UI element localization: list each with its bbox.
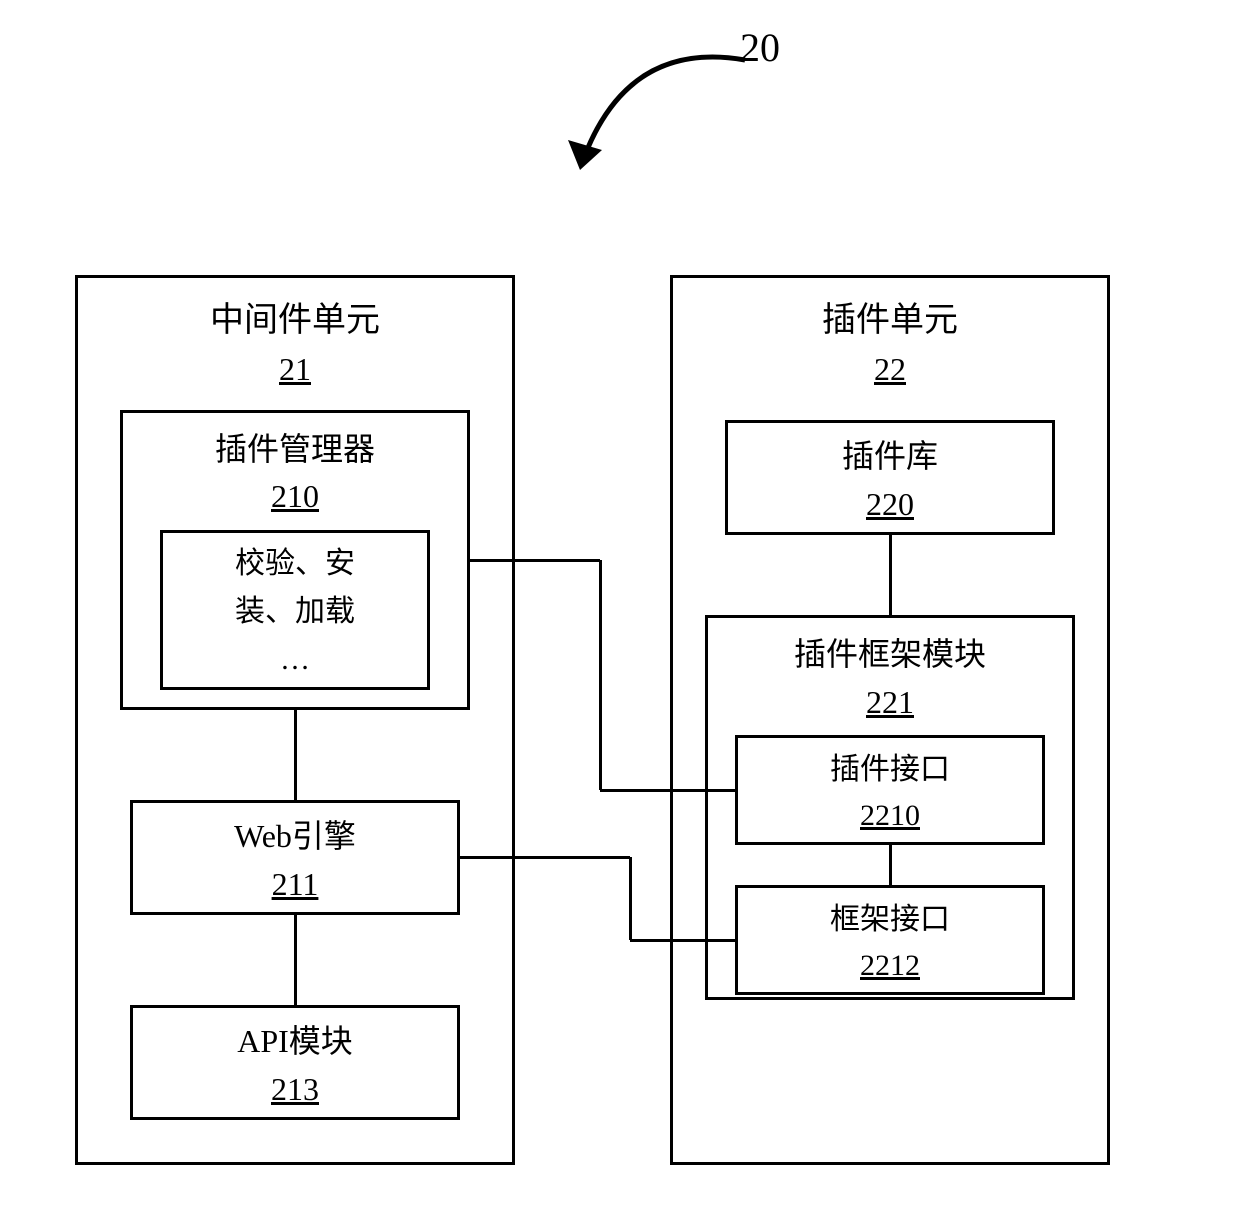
- plugin-interface-title: 插件接口: [735, 747, 1045, 792]
- plugin-framework-ref: 221: [705, 678, 1075, 726]
- pointer-arrow: [0, 0, 1240, 300]
- plugin-unit-ref: 22: [670, 345, 1110, 393]
- plugin-manager-inner-text: 校验、安 装、加载 …: [160, 540, 430, 684]
- frame-interface-title: 框架接口: [735, 897, 1045, 942]
- plugin-lib-title: 插件库: [725, 432, 1055, 480]
- plugin-manager-title: 插件管理器: [120, 425, 470, 473]
- connector-segment: [294, 710, 297, 800]
- plugin-lib-ref: 220: [725, 480, 1055, 528]
- plugin-manager-ref: 210: [120, 472, 470, 520]
- web-engine-ref: 211: [130, 860, 460, 908]
- connector-segment: [630, 939, 735, 942]
- plugin-interface-ref: 2210: [735, 793, 1045, 838]
- connector-segment: [599, 560, 602, 790]
- plugin-framework-title: 插件框架模块: [705, 630, 1075, 678]
- api-module-title: API模块: [130, 1017, 460, 1065]
- web-engine-title: Web引擎: [130, 812, 460, 860]
- diagram-canvas: 20 中间件单元 21 插件管理器 210 校验、安 装、加载 … Web引擎 …: [0, 0, 1240, 1213]
- connector-segment: [470, 559, 600, 562]
- middleware-unit-title: 中间件单元: [75, 295, 515, 346]
- connector-segment: [889, 535, 892, 615]
- plugin-unit-title: 插件单元: [670, 295, 1110, 346]
- frame-interface-ref: 2212: [735, 943, 1045, 988]
- connector-segment: [889, 845, 892, 885]
- connector-segment: [629, 857, 632, 940]
- connector-segment: [294, 915, 297, 1005]
- api-module-ref: 213: [130, 1065, 460, 1113]
- connector-segment: [600, 789, 735, 792]
- connector-segment: [460, 856, 630, 859]
- middleware-unit-ref: 21: [75, 345, 515, 393]
